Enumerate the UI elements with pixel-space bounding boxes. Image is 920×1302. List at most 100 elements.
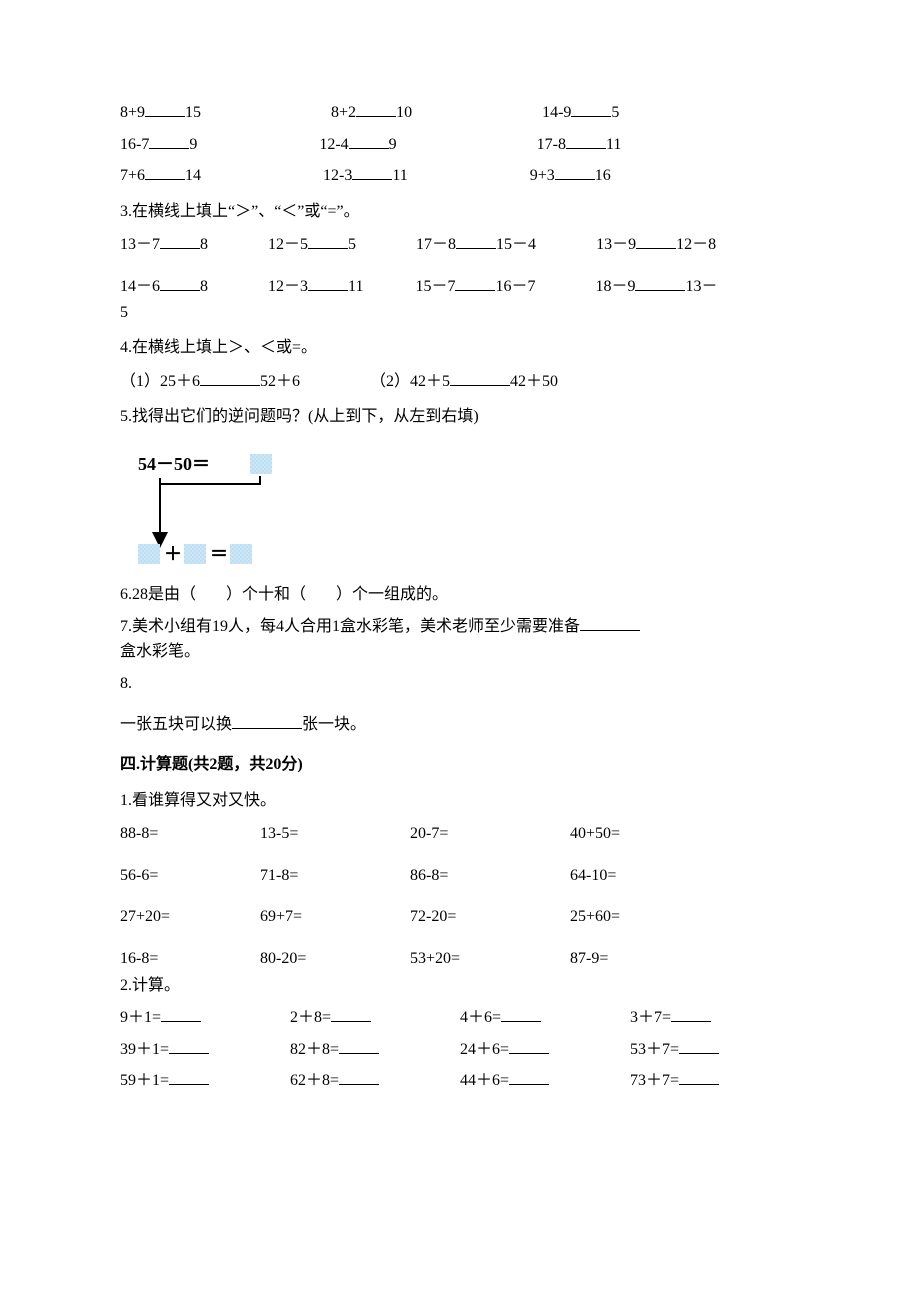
calc-blank[interactable] (679, 1068, 719, 1085)
calc-expr: 62＋8= (290, 1072, 339, 1089)
calc-expr: 2＋8= (290, 1009, 331, 1026)
q8-text: 一张五块可以换 张一块。 (120, 712, 800, 738)
compare-blank[interactable] (160, 274, 200, 291)
compare-left: 8+9 (120, 104, 145, 121)
compare-blank[interactable] (636, 232, 676, 249)
compare-right: 52＋6 (260, 373, 300, 390)
calc-row: 88-8=13-5=20-7=40+50= (120, 821, 800, 847)
calc-blank[interactable] (331, 1005, 371, 1022)
calc-row: 27+20=69+7=72-20=25+60= (120, 904, 800, 930)
q2-row: 8+9 15 8+2 10 14-9 5 (120, 100, 800, 126)
c2-grid: 9＋1=2＋8=4＋6=3＋7=39＋1=82＋8=24＋6=53＋7=59＋1… (120, 1005, 800, 1094)
calc-blank[interactable] (679, 1037, 719, 1054)
compare-item: 9+316 (530, 163, 611, 189)
calc-blank[interactable] (501, 1005, 541, 1022)
compare-right: 13－ (685, 278, 717, 295)
compare-left: 17－8 (416, 236, 456, 253)
compare-blank[interactable] (450, 369, 510, 386)
calc-blank[interactable] (169, 1068, 209, 1085)
calc-item: 3＋7= (630, 1005, 770, 1031)
calc-item: 40+50= (570, 821, 710, 847)
compare-blank[interactable] (308, 232, 348, 249)
compare-blank[interactable] (455, 274, 495, 291)
compare-blank[interactable] (145, 100, 185, 117)
q6-p1: 6.28是由（ (120, 586, 196, 603)
compare-blank[interactable] (349, 132, 389, 149)
calc-item: 16-8= (120, 946, 260, 972)
compare-item: 13－912－8 (596, 232, 716, 258)
calc-blank[interactable] (161, 1005, 201, 1022)
compare-right: 14 (185, 167, 201, 184)
calc-item: 4＋6= (460, 1005, 630, 1031)
compare-left: 8+2 (331, 104, 356, 121)
svg-text:＋: ＋ (164, 544, 182, 564)
compare-blank[interactable] (145, 163, 185, 180)
calc-item: 39＋1= (120, 1037, 290, 1063)
q8-p1: 一张五块可以换 (120, 716, 232, 733)
compare-left: 16-7 (120, 136, 149, 153)
compare-left: 14-9 (542, 104, 571, 121)
calc-expr: 44＋6= (460, 1072, 509, 1089)
section4-title: 四.计算题(共2题，共20分) (120, 752, 800, 778)
calc-blank[interactable] (339, 1037, 379, 1054)
compare-right: 11 (606, 136, 621, 153)
calc-item: 62＋8= (290, 1068, 460, 1094)
compare-blank[interactable] (352, 163, 392, 180)
compare-blank[interactable] (555, 163, 595, 180)
calc-item: 56-6= (120, 863, 260, 889)
q7-p2: 盒水彩笔。 (120, 643, 200, 660)
compare-right: 5 (611, 104, 619, 121)
calc-item: 24＋6= (460, 1037, 630, 1063)
compare-left: 17-8 (537, 136, 566, 153)
calc-row: 39＋1=82＋8= 24＋6= 53＋7= (120, 1037, 800, 1063)
calc-item: 87-9= (570, 946, 710, 972)
compare-left: 18－9 (595, 278, 635, 295)
q8-p2: 张一块。 (302, 716, 366, 733)
compare-blank[interactable] (149, 132, 189, 149)
calc-blank[interactable] (509, 1068, 549, 1085)
compare-item: 14－68 (120, 274, 208, 300)
compare-right: 11 (348, 278, 363, 295)
calc-item: 53＋7= (630, 1037, 770, 1063)
calc-blank[interactable] (169, 1037, 209, 1054)
compare-item: 8+2 10 (331, 100, 412, 126)
svg-text:54－50＝: 54－50＝ (138, 454, 210, 474)
compare-blank[interactable] (356, 100, 396, 117)
compare-blank[interactable] (160, 232, 200, 249)
compare-blank[interactable] (200, 369, 260, 386)
calc-item: 53+20= (410, 946, 570, 972)
compare-right: 10 (396, 104, 412, 121)
compare-blank[interactable] (635, 274, 685, 291)
calc-expr: 82＋8= (290, 1041, 339, 1058)
compare-right: 15 (185, 104, 201, 121)
compare-blank[interactable] (308, 274, 348, 291)
calc-expr: 24＋6= (460, 1041, 509, 1058)
calc-row: 9＋1=2＋8=4＋6=3＋7= (120, 1005, 800, 1031)
compare-right: 42＋50 (510, 373, 558, 390)
q8-label: 8. (120, 671, 800, 697)
q5-diagram: 54－50＝ ＋ ＝ (120, 448, 320, 568)
q2-row: 16-7 9 12-49 17-8 11 (120, 132, 800, 158)
calc-item: 71-8= (260, 863, 410, 889)
compare-blank[interactable] (456, 232, 496, 249)
q7-blank[interactable] (580, 614, 640, 631)
compare-left: 14－6 (120, 278, 160, 295)
q6-text: 6.28是由（）个十和（）个一组成的。 (120, 582, 800, 608)
q3-compare: 13－7812－5517－815－413－912－814－6812－31115－… (120, 232, 800, 325)
compare-blank[interactable] (571, 100, 611, 117)
calc-blank[interactable] (509, 1037, 549, 1054)
compare-blank[interactable] (566, 132, 606, 149)
q8-blank[interactable] (232, 712, 302, 729)
calc-blank[interactable] (671, 1005, 711, 1022)
compare-right: 16 (595, 167, 611, 184)
compare-item: 12-49 (319, 132, 396, 158)
compare-left: 12-4 (319, 136, 348, 153)
calc-blank[interactable] (339, 1068, 379, 1085)
calc-expr: 59＋1= (120, 1072, 169, 1089)
compare-left: 12－3 (268, 278, 308, 295)
compare-right: 5 (348, 236, 356, 253)
calc-item: 20-7= (410, 821, 570, 847)
calc-item: 64-10= (570, 863, 710, 889)
calc-item: 44＋6= (460, 1068, 630, 1094)
compare-right: 9 (189, 136, 197, 153)
